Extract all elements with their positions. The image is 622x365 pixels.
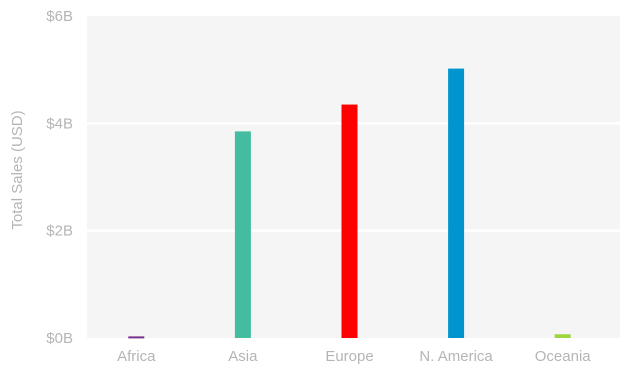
y-tick-label: $4B [46, 115, 73, 132]
bar-oceania [554, 334, 571, 338]
bar-europe [341, 104, 358, 338]
y-tick-labels: $0B $2B $4B $6B [46, 8, 73, 347]
bar-asia [234, 131, 251, 338]
x-tick-label: Oceania [535, 348, 592, 365]
x-tick-label: Asia [228, 348, 258, 365]
y-tick-label: $6B [46, 8, 73, 25]
x-tick-label: N. America [419, 348, 493, 365]
bars [128, 68, 571, 339]
x-tick-labels: Africa Asia Europe N. America Oceania [117, 348, 591, 365]
x-tick-label: Europe [325, 348, 373, 365]
bar-africa [128, 336, 145, 339]
bar-n-america [448, 68, 465, 339]
y-tick-label: $0B [46, 330, 73, 347]
y-axis-title: Total Sales (USD) [9, 110, 26, 229]
y-tick-label: $2B [46, 223, 73, 240]
x-tick-label: Africa [117, 348, 156, 365]
